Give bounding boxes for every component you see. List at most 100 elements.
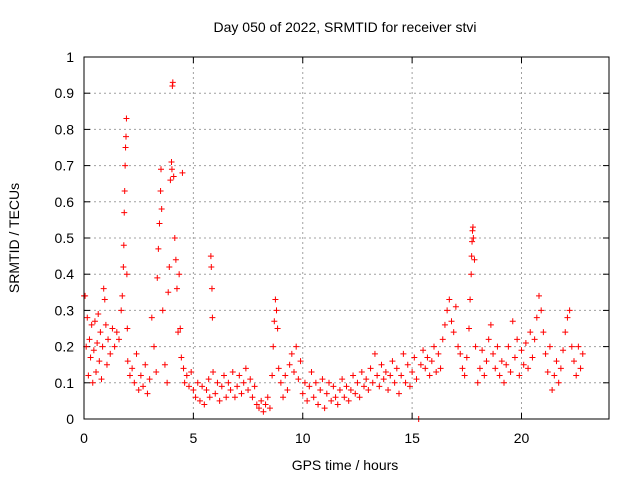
- data-point: [177, 325, 184, 332]
- data-point: [374, 372, 381, 379]
- data-point: [328, 397, 335, 404]
- data-point: [365, 387, 372, 394]
- data-point: [120, 242, 127, 249]
- data-point: [172, 256, 179, 263]
- data-point: [549, 387, 556, 394]
- data-point: [393, 365, 400, 372]
- data-point: [209, 314, 216, 321]
- data-point: [435, 350, 442, 357]
- data-point: [153, 368, 160, 375]
- data-point: [455, 343, 462, 350]
- data-point: [562, 329, 569, 336]
- data-point: [439, 336, 446, 343]
- y-tick-label: 0.5: [55, 230, 75, 246]
- data-point: [566, 307, 573, 314]
- data-point: [330, 383, 337, 390]
- data-point: [501, 379, 507, 386]
- data-point: [164, 379, 171, 386]
- grid-lines: [84, 57, 609, 419]
- data-point: [509, 318, 516, 325]
- data-point: [522, 339, 529, 346]
- data-point: [102, 321, 109, 328]
- data-point: [409, 368, 416, 375]
- data-point: [288, 350, 295, 357]
- data-point: [155, 245, 162, 252]
- data-point: [422, 365, 429, 372]
- data-point: [492, 365, 499, 372]
- data-point: [206, 394, 213, 401]
- data-point: [166, 263, 173, 270]
- data-point: [133, 350, 140, 357]
- data-point: [188, 368, 195, 375]
- data-point: [347, 387, 354, 394]
- data-point: [295, 376, 302, 383]
- data-point: [260, 408, 267, 415]
- data-point: [208, 263, 215, 270]
- data-point: [520, 361, 527, 368]
- data-point: [96, 358, 103, 365]
- data-point: [282, 372, 289, 379]
- data-point: [154, 274, 161, 281]
- data-point: [507, 368, 514, 375]
- data-point: [413, 376, 420, 383]
- data-point: [472, 343, 479, 350]
- data-point: [218, 383, 225, 390]
- data-point: [448, 318, 455, 325]
- data-point: [168, 158, 175, 165]
- data-point: [411, 354, 418, 361]
- data-point: [378, 361, 385, 368]
- data-point: [527, 329, 534, 336]
- data-point: [82, 292, 89, 299]
- data-point: [426, 372, 433, 379]
- data-point: [214, 379, 221, 386]
- data-point: [301, 379, 308, 386]
- data-point: [167, 177, 174, 184]
- data-point: [159, 307, 166, 314]
- data-point: [490, 350, 497, 357]
- data-point: [256, 405, 262, 412]
- data-point: [577, 365, 584, 372]
- data-point: [140, 383, 147, 390]
- data-point: [275, 365, 282, 372]
- x-axis-label: GPS time / hours: [292, 457, 399, 473]
- data-point: [354, 379, 361, 386]
- data-point: [284, 387, 291, 394]
- data-point: [142, 361, 149, 368]
- y-tick-label: 0.3: [55, 302, 75, 318]
- y-tick-label: 0: [66, 411, 74, 427]
- data-point: [95, 311, 102, 318]
- data-point: [437, 365, 444, 372]
- data-point: [86, 336, 93, 343]
- data-point: [461, 372, 468, 379]
- data-point: [180, 365, 187, 372]
- data-point: [269, 372, 276, 379]
- data-point: [178, 354, 185, 361]
- data-point: [227, 387, 234, 394]
- data-point: [251, 383, 258, 390]
- data-point: [533, 314, 540, 321]
- data-point: [343, 383, 350, 390]
- data-point: [158, 206, 165, 213]
- data-point: [540, 329, 547, 336]
- data-point: [87, 354, 94, 361]
- data-point: [389, 358, 396, 365]
- data-point: [186, 383, 192, 390]
- data-point: [428, 358, 435, 365]
- data-point: [424, 354, 431, 361]
- data-point: [280, 394, 287, 401]
- y-tick-label: 0.1: [55, 375, 75, 391]
- data-point: [94, 339, 101, 346]
- data-point: [194, 379, 201, 386]
- data-point: [291, 368, 297, 375]
- data-point: [205, 376, 212, 383]
- data-point: [105, 336, 112, 343]
- data-point: [107, 350, 114, 357]
- data-point: [203, 387, 210, 394]
- data-point: [471, 256, 478, 263]
- data-point: [345, 397, 352, 404]
- data-point: [308, 368, 315, 375]
- y-tick-label: 0.7: [55, 158, 75, 174]
- data-point: [151, 343, 157, 350]
- data-point: [538, 307, 545, 314]
